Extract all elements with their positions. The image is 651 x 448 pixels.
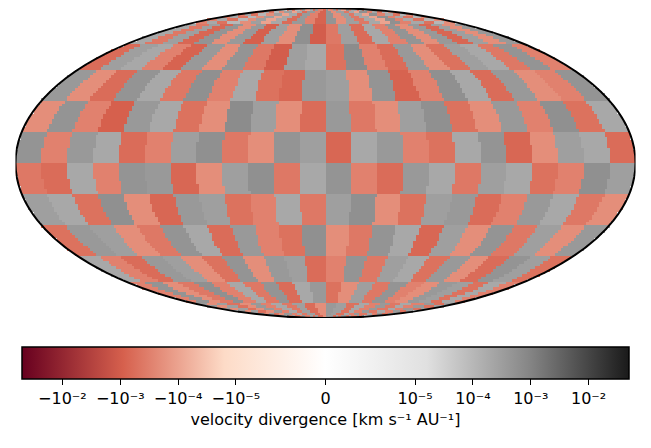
- svg-text:10⁻⁴: 10⁻⁴: [455, 389, 490, 408]
- svg-text:−10⁻²: −10⁻²: [38, 389, 87, 408]
- svg-text:0: 0: [320, 389, 330, 408]
- svg-text:velocity divergence [km s⁻¹ AU: velocity divergence [km s⁻¹ AU⁻¹]: [191, 410, 461, 429]
- svg-text:10⁻³: 10⁻³: [513, 389, 548, 408]
- svg-text:10⁻²: 10⁻²: [571, 389, 606, 408]
- svg-text:10⁻⁵: 10⁻⁵: [398, 389, 433, 408]
- svg-text:−10⁻⁵: −10⁻⁵: [212, 389, 261, 408]
- svg-text:−10⁻⁴: −10⁻⁴: [154, 389, 203, 408]
- svg-text:−10⁻³: −10⁻³: [96, 389, 145, 408]
